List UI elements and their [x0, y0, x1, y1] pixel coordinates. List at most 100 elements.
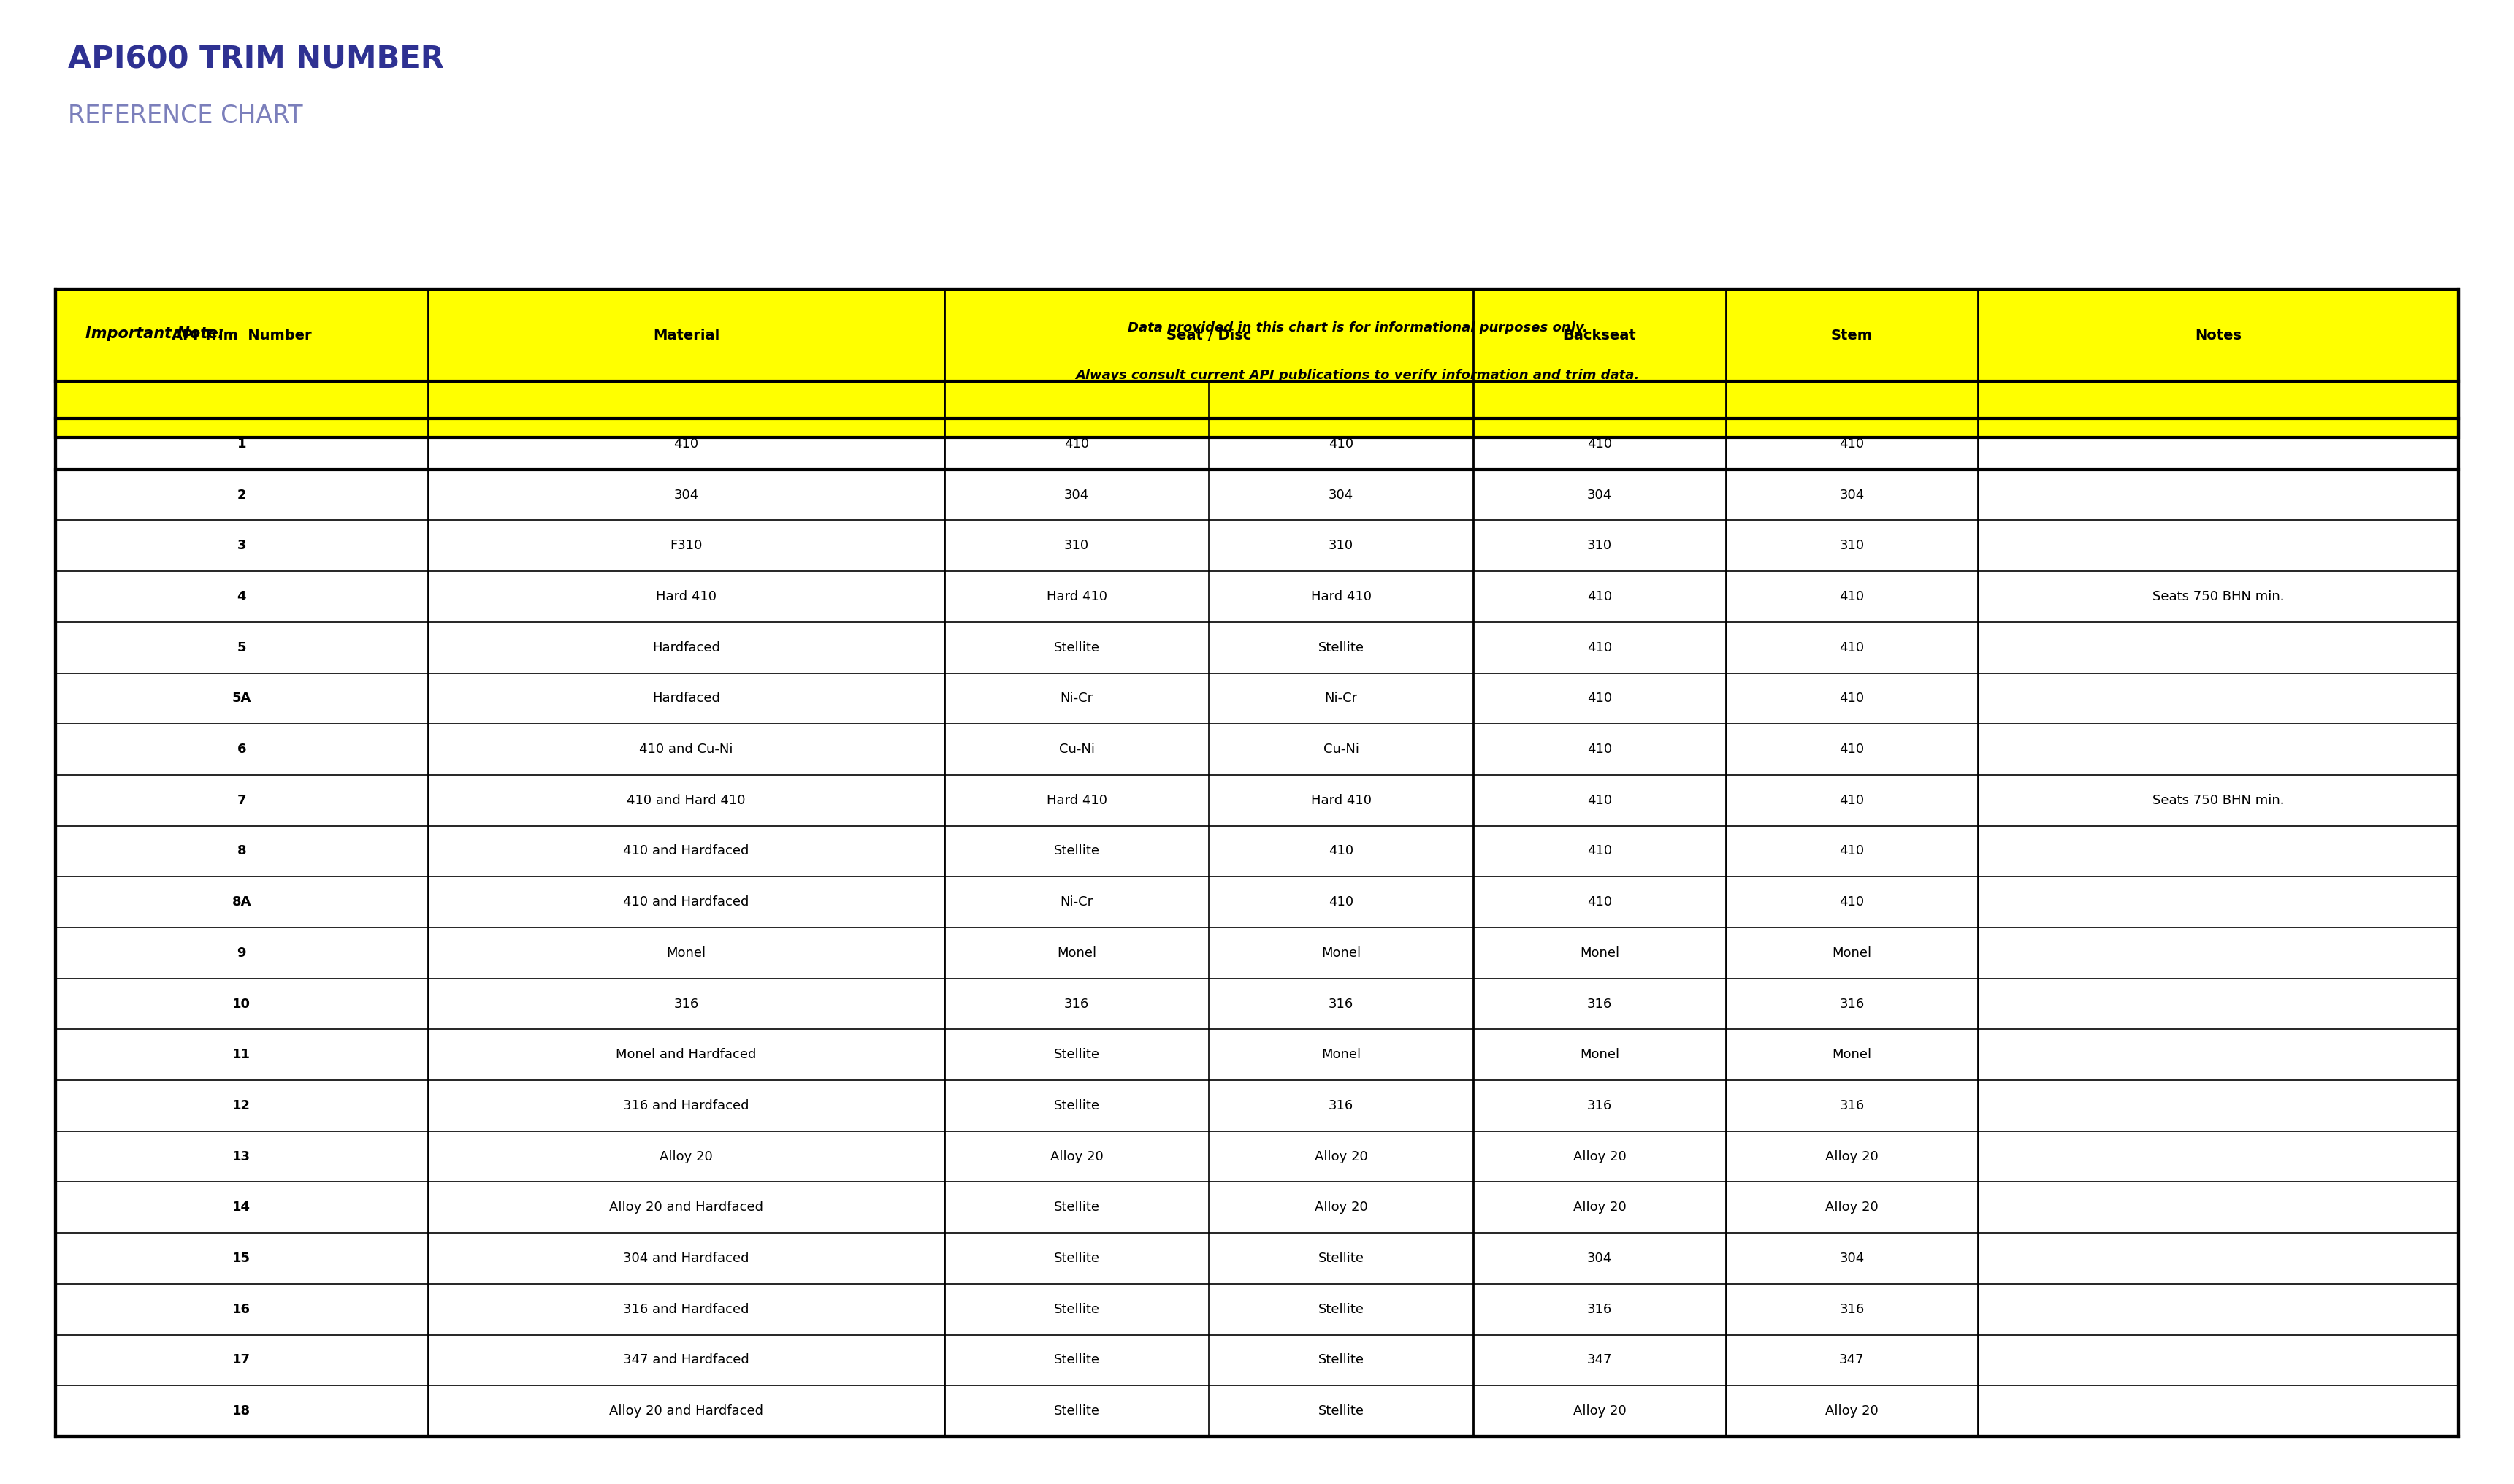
Text: 17: 17: [231, 1353, 251, 1367]
Text: 304 and Hardfaced: 304 and Hardfaced: [623, 1252, 749, 1264]
Text: Alloy 20 and Hardfaced: Alloy 20 and Hardfaced: [608, 1201, 764, 1214]
Text: 8A: 8A: [231, 895, 251, 908]
Text: Monel: Monel: [1056, 947, 1096, 960]
Text: 1: 1: [236, 438, 246, 451]
Text: API Trim  Number: API Trim Number: [171, 328, 312, 343]
Text: 410: 410: [1840, 438, 1865, 451]
Text: 316: 316: [1586, 1100, 1611, 1112]
Text: 4: 4: [236, 591, 246, 603]
Text: 304: 304: [1840, 1252, 1865, 1264]
Text: 7: 7: [236, 794, 246, 807]
Text: 410: 410: [674, 438, 699, 451]
Text: Seats 750 BHN min.: Seats 750 BHN min.: [2152, 794, 2285, 807]
Text: 410: 410: [1586, 794, 1611, 807]
Text: Monel: Monel: [1322, 1048, 1360, 1061]
Text: 304: 304: [674, 488, 699, 502]
Text: 410: 410: [1330, 844, 1353, 858]
Text: Ni-Cr: Ni-Cr: [1061, 895, 1094, 908]
Text: Cu-Ni: Cu-Ni: [1322, 743, 1360, 755]
Text: 304: 304: [1586, 488, 1611, 502]
Text: 310: 310: [1840, 539, 1865, 552]
Text: 410: 410: [1840, 641, 1865, 654]
Text: 316: 316: [1840, 1100, 1865, 1112]
Text: 316 and Hardfaced: 316 and Hardfaced: [623, 1100, 749, 1112]
Text: Stellite: Stellite: [1053, 1353, 1099, 1367]
Text: 316: 316: [1327, 1100, 1353, 1112]
Text: Alloy 20: Alloy 20: [1574, 1404, 1627, 1417]
Text: Alloy 20: Alloy 20: [1825, 1150, 1878, 1163]
Text: 9: 9: [236, 947, 246, 960]
Text: 316: 316: [1586, 997, 1611, 1011]
Text: Monel and Hardfaced: Monel and Hardfaced: [616, 1048, 757, 1061]
Text: Stellite: Stellite: [1053, 1201, 1099, 1214]
Text: Hard 410: Hard 410: [1046, 591, 1106, 603]
Text: Cu-Ni: Cu-Ni: [1058, 743, 1094, 755]
Text: 5: 5: [236, 641, 246, 654]
Text: Ni-Cr: Ni-Cr: [1061, 692, 1094, 705]
Text: 5A: 5A: [231, 692, 251, 705]
Text: 316: 316: [1586, 1303, 1611, 1316]
Text: 304: 304: [1327, 488, 1353, 502]
Text: 410: 410: [1586, 438, 1611, 451]
Text: Stellite: Stellite: [1053, 844, 1099, 858]
Text: Material: Material: [654, 328, 719, 343]
Text: 410: 410: [1586, 895, 1611, 908]
Text: 410: 410: [1586, 692, 1611, 705]
Text: Alloy 20: Alloy 20: [1574, 1201, 1627, 1214]
Text: 14: 14: [231, 1201, 251, 1214]
Text: 410: 410: [1586, 743, 1611, 755]
Text: Data provided in this chart is for informational purposes only.: Data provided in this chart is for infor…: [1129, 322, 1586, 334]
Text: API600 TRIM NUMBER: API600 TRIM NUMBER: [68, 45, 445, 76]
Text: 2: 2: [236, 488, 246, 502]
Text: 316: 316: [1063, 997, 1089, 1011]
Text: 304: 304: [1586, 1252, 1611, 1264]
Text: 410: 410: [1840, 895, 1865, 908]
Text: 347 and Hardfaced: 347 and Hardfaced: [623, 1353, 749, 1367]
Text: Stellite: Stellite: [1317, 1353, 1365, 1367]
Text: Alloy 20: Alloy 20: [1315, 1150, 1368, 1163]
Text: 3: 3: [236, 539, 246, 552]
Text: 316: 316: [1840, 1303, 1865, 1316]
Text: Stellite: Stellite: [1053, 1048, 1099, 1061]
Text: 16: 16: [231, 1303, 251, 1316]
Text: Stem: Stem: [1830, 328, 1873, 343]
Text: 410: 410: [1840, 591, 1865, 603]
Text: 18: 18: [231, 1404, 251, 1417]
Text: 316: 316: [674, 997, 699, 1011]
Text: 15: 15: [231, 1252, 251, 1264]
Text: 316: 316: [1327, 997, 1353, 1011]
Text: 310: 310: [1586, 539, 1611, 552]
Text: Alloy 20: Alloy 20: [1825, 1201, 1878, 1214]
Text: 310: 310: [1330, 539, 1353, 552]
Text: Alloy 20 and Hardfaced: Alloy 20 and Hardfaced: [608, 1404, 764, 1417]
Text: Stellite: Stellite: [1317, 641, 1365, 654]
Text: Ni-Cr: Ni-Cr: [1325, 692, 1358, 705]
Text: Notes: Notes: [2195, 328, 2242, 343]
Text: 410: 410: [1586, 591, 1611, 603]
Text: 410 and Cu-Ni: 410 and Cu-Ni: [639, 743, 734, 755]
Text: Stellite: Stellite: [1317, 1252, 1365, 1264]
Text: 347: 347: [1586, 1353, 1611, 1367]
Text: 410: 410: [1840, 692, 1865, 705]
Text: Stellite: Stellite: [1053, 1100, 1099, 1112]
Text: Alloy 20: Alloy 20: [659, 1150, 714, 1163]
Text: Monel: Monel: [666, 947, 706, 960]
Text: Hardfaced: Hardfaced: [651, 641, 719, 654]
Text: Hard 410: Hard 410: [1046, 794, 1106, 807]
Text: 8: 8: [236, 844, 246, 858]
Text: Seat / Disc: Seat / Disc: [1166, 328, 1252, 343]
Text: Hard 410: Hard 410: [1310, 794, 1373, 807]
Text: Seats 750 BHN min.: Seats 750 BHN min.: [2152, 591, 2285, 603]
Text: 410: 410: [1840, 743, 1865, 755]
Text: 12: 12: [231, 1100, 251, 1112]
Text: Alloy 20: Alloy 20: [1825, 1404, 1878, 1417]
Text: 410: 410: [1063, 438, 1089, 451]
Text: 304: 304: [1063, 488, 1089, 502]
Text: F310: F310: [671, 539, 701, 552]
Text: 410 and Hard 410: 410 and Hard 410: [626, 794, 747, 807]
Text: Stellite: Stellite: [1053, 1252, 1099, 1264]
Text: 410 and Hardfaced: 410 and Hardfaced: [623, 844, 749, 858]
Text: 316 and Hardfaced: 316 and Hardfaced: [623, 1303, 749, 1316]
FancyBboxPatch shape: [55, 289, 2459, 1437]
Text: Important Note:: Important Note:: [85, 326, 224, 341]
